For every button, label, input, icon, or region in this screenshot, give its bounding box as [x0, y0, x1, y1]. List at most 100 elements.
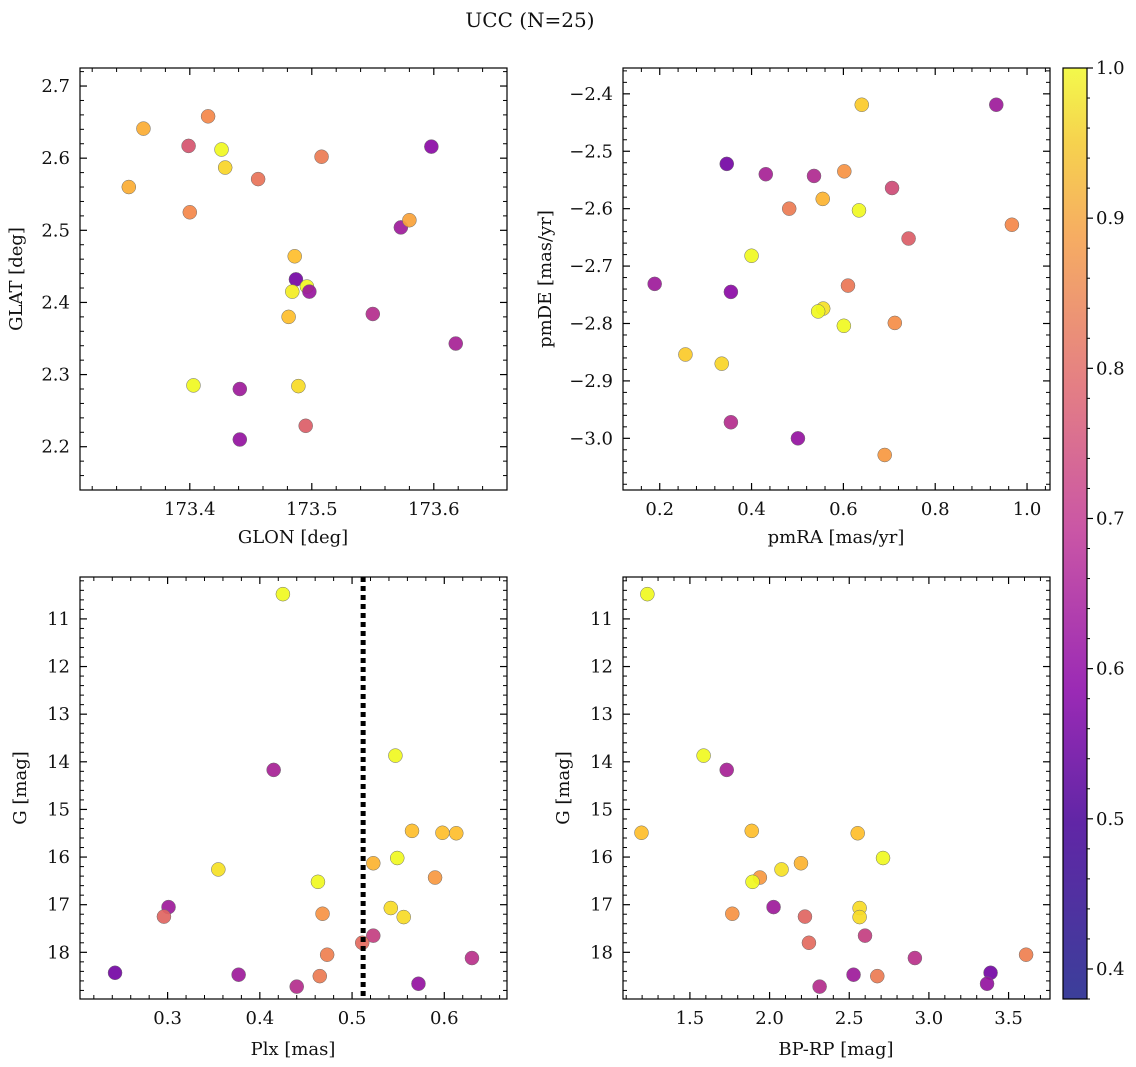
scatter-point: [390, 850, 405, 866]
y-tick-label: 2.4: [41, 292, 70, 313]
scatter-point: [289, 979, 304, 994]
scatter-point: [810, 304, 826, 319]
scatter-point: [758, 166, 774, 182]
x-tick-label: 2.5: [835, 1008, 864, 1029]
scatter-point: [285, 284, 300, 299]
y-tick-label: 16: [47, 847, 70, 868]
x-tick-label: 3.5: [994, 1008, 1023, 1029]
scatter-point: [840, 278, 856, 293]
y-tick-label: 2.7: [41, 76, 70, 97]
y-tick-label: −2.9: [569, 371, 613, 392]
colorbar-tick-label: 0.4: [1096, 959, 1125, 980]
x-tick-label: 0.6: [829, 499, 858, 520]
scatter-point: [979, 976, 995, 992]
y-axis-label: pmDE [mas/yr]: [535, 210, 556, 348]
scatter-point: [315, 906, 330, 921]
x-tick-label: 0.4: [246, 1008, 275, 1029]
panel-plx-g: 0.3 0.4 0.5 0.6 11 12 13 14 15 16 17 18 Plx [mas] G […: [10, 576, 508, 1060]
scatter-point: [182, 205, 198, 220]
y-tick-label: 15: [590, 799, 613, 820]
scatter-point: [774, 862, 789, 877]
scatter-point: [875, 850, 891, 866]
y-tick-label: 2.5: [41, 220, 70, 241]
x-tick-label: 173.5: [286, 499, 338, 520]
scatter-point: [852, 909, 867, 925]
colorbar: 0.4 0.5 0.6 0.7 0.8 0.9 1.0: [1062, 58, 1125, 1000]
scatter-point: [186, 378, 201, 393]
scatter-point: [719, 762, 734, 778]
scatter-point: [266, 762, 281, 778]
scatter-point: [404, 823, 420, 839]
y-tick-label: 12: [590, 657, 613, 678]
colorbar-tick-label: 0.5: [1096, 809, 1125, 830]
x-tick-label: 0.6: [430, 1008, 459, 1029]
y-tick-label: 13: [590, 704, 613, 725]
x-tick-label: 173.6: [408, 499, 460, 520]
scatter-point: [884, 180, 900, 196]
scatter-point: [647, 276, 662, 292]
y-tick-label: 18: [590, 942, 613, 963]
y-tick-label: 2.3: [41, 365, 70, 386]
scatter-point: [314, 149, 329, 164]
colorbar-tick-label: 0.7: [1096, 508, 1125, 529]
y-tick-label: 11: [47, 609, 70, 630]
scatter-point: [714, 356, 729, 371]
scatter-point: [907, 950, 923, 966]
scatter-point: [435, 825, 450, 841]
scatter-point: [850, 825, 865, 841]
y-tick-label: 18: [47, 942, 70, 963]
scatter-point: [211, 862, 226, 877]
scatter-point: [424, 139, 439, 154]
x-tick-label: 3.0: [915, 1008, 944, 1029]
scatter-point: [281, 309, 296, 325]
y-tick-label: 12: [47, 657, 70, 678]
y-tick-label: 16: [590, 847, 613, 868]
scatter-point: [319, 947, 335, 962]
scatter-point: [121, 179, 137, 195]
scatter-point: [766, 899, 781, 915]
scatter-point: [310, 874, 326, 890]
scatter-point: [781, 201, 797, 216]
scatter-point: [427, 870, 443, 885]
axes-frame: [622, 67, 1051, 491]
scatter-point: [870, 968, 885, 984]
scatter-point: [200, 109, 216, 124]
y-tick-label: 14: [47, 752, 70, 773]
x-tick-label: 0.3: [153, 1008, 182, 1029]
x-axis-label: GLON [deg]: [238, 527, 348, 548]
scatter-point: [678, 347, 693, 362]
scatter-point: [217, 160, 233, 175]
x-tick-label: 0.5: [338, 1008, 367, 1029]
scatter-point: [366, 928, 381, 943]
colorbar-ticks: 0.4 0.5 0.6 0.7 0.8 0.9 1.0: [1087, 58, 1125, 1000]
x-tick-label: 0.4: [737, 499, 766, 520]
scatter-point: [745, 874, 760, 890]
scatter-point: [232, 381, 248, 397]
y-tick-label: 17: [590, 895, 613, 916]
scatter-point: [302, 284, 317, 299]
scatter-point: [383, 900, 399, 916]
y-tick-label: 13: [47, 704, 70, 725]
scatter-point: [851, 203, 867, 218]
colorbar-tick-label: 0.6: [1096, 659, 1125, 680]
y-tick-label: 2.6: [41, 148, 70, 169]
scatter-point: [107, 965, 123, 981]
scatter-point: [877, 447, 892, 463]
scatter-point: [696, 748, 711, 763]
y-tick-label: −2.6: [569, 199, 613, 220]
scatter-point: [287, 249, 302, 264]
scatter-point: [812, 979, 827, 994]
scatter-point: [744, 248, 759, 263]
scatter-point: [402, 212, 417, 228]
scatter-point: [411, 976, 426, 992]
scatter-point: [793, 856, 809, 871]
scatter-point: [790, 431, 806, 446]
x-axis-label: Plx [mas]: [251, 1039, 336, 1060]
scatter-point: [837, 164, 852, 179]
panel-pmra-pmde: 0.2 0.4 0.6 0.8 1.0 −3.0 −2.9 −2.8 −2.7 −2.6 −2.5 −…: [535, 67, 1051, 548]
scatter-point: [181, 138, 196, 154]
scatter-point: [854, 97, 870, 112]
scatter-point: [366, 856, 381, 871]
x-tick-label: 1.0: [1013, 499, 1042, 520]
